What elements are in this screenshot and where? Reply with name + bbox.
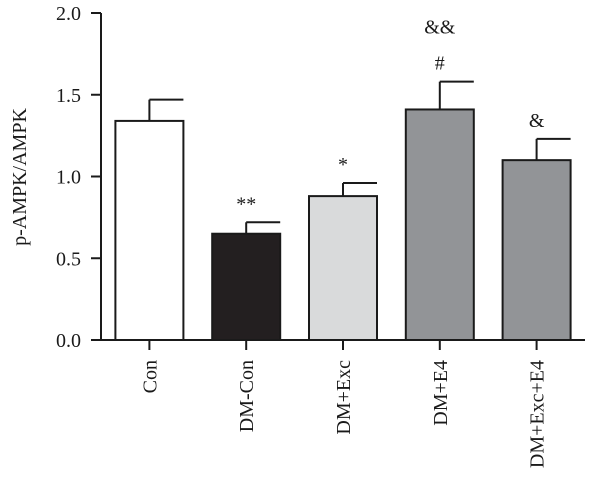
x-tick-label: DM+Exc+E4 — [527, 360, 549, 468]
bar — [308, 195, 378, 341]
y-tick-label: 1.0 — [56, 167, 81, 189]
y-tick-label: 0.5 — [56, 248, 81, 270]
plot-area: 0.0 0.5 1.0 1.5 2.0 Con ** DM-Con * DM+Exc # && DM+E… — [56, 3, 585, 468]
x-tick-label: DM-Con — [236, 360, 258, 432]
bar — [211, 232, 282, 342]
x-tick-label: Con — [139, 360, 161, 393]
bar — [501, 159, 572, 341]
significance-label: * — [338, 154, 348, 176]
bar — [114, 119, 185, 341]
x-tick-label: DM+E4 — [430, 360, 452, 426]
bar — [404, 108, 475, 341]
y-axis-label: p-AMPK/AMPK — [9, 108, 31, 246]
significance-label: & — [529, 110, 545, 132]
significance-label: ** — [236, 193, 256, 215]
significance-label: && — [424, 17, 456, 39]
y-tick-label: 1.5 — [56, 85, 81, 107]
significance-label: # — [435, 53, 445, 75]
y-tick-label: 0.0 — [56, 330, 81, 352]
x-tick-label: DM+Exc — [333, 360, 355, 435]
y-tick-label: 2.0 — [56, 3, 81, 25]
